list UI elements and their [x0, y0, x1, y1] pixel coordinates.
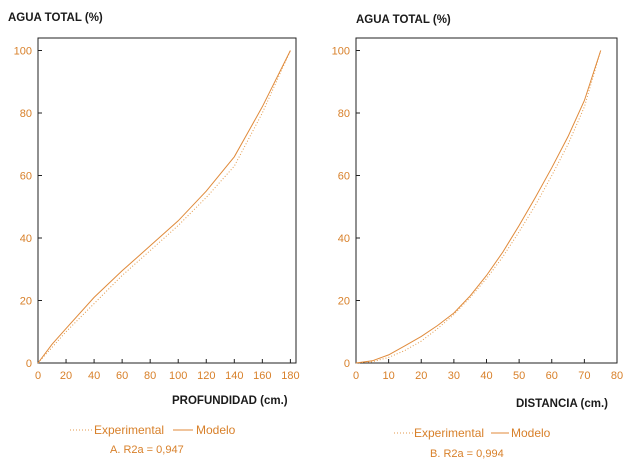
- chart-a-ytick-label: 60: [20, 171, 32, 183]
- chart-b-ytick-label: 80: [338, 108, 350, 120]
- chart-a-ytick-label: 20: [20, 296, 32, 308]
- chart-a-xtick-label: 160: [253, 370, 271, 382]
- chart-a-series-experimental: [37, 50, 291, 364]
- chart-a-xtick-label: 120: [197, 370, 215, 382]
- chart-b-xtick-label: 40: [480, 370, 492, 382]
- chart-b-ytick-label: 40: [338, 233, 350, 245]
- chart-b-xtick-label: 10: [383, 370, 395, 382]
- chart-a-series-modelo: [37, 50, 291, 364]
- chart-a-plot: 0 20 40 60 80 100 120 140 160 180 0 20 40 60 80 100: [14, 37, 300, 382]
- chart-a-xtick-label: 60: [116, 370, 128, 382]
- chart-b-ytick-label: 0: [344, 358, 350, 370]
- chart-b-series-modelo: [355, 50, 602, 364]
- legend-modelo-label: Modelo: [196, 423, 236, 437]
- chart-b-xtick-label: 80: [611, 370, 623, 382]
- chart-a-ytick-label: 40: [20, 233, 32, 245]
- chart-b-legend: Experimental Modelo B. R2a = 0,994: [394, 426, 551, 460]
- chart-b-ytick-label: 100: [332, 46, 350, 58]
- chart-b-xtick-label: 50: [513, 370, 525, 382]
- chart-a-xtick-label: 180: [281, 370, 299, 382]
- chart-a-caption: A. R2a = 0,947: [110, 444, 184, 456]
- chart-a-legend: Experimental Modelo A. R2a = 0,947: [70, 423, 236, 456]
- chart-b-frame: [355, 37, 618, 364]
- chart-b-caption: B. R2a = 0,994: [430, 448, 504, 460]
- chart-a-ylabel: AGUA TOTAL (%): [8, 12, 103, 24]
- chart-a-xtick-label: 80: [144, 370, 156, 382]
- chart-a-ytick-label: 100: [14, 46, 32, 58]
- chart-a-xtick-label: 140: [225, 370, 243, 382]
- chart-a-xtick-label: 40: [88, 370, 100, 382]
- legend-experimental-label: Experimental: [94, 423, 164, 437]
- chart-a-ytick-label: 0: [26, 358, 32, 370]
- chart-a-xlabel: PROFUNDIDAD (cm.): [172, 395, 288, 407]
- chart-a-ytick-label: 80: [20, 108, 32, 120]
- legend-modelo-label: Modelo: [511, 426, 551, 440]
- legend-experimental-label: Experimental: [414, 426, 484, 440]
- chart-b-ylabel: AGUA TOTAL (%): [356, 14, 451, 26]
- chart-b-xlabel: DISTANCIA (cm.): [516, 398, 608, 410]
- chart-b-xtick-label: 30: [448, 370, 460, 382]
- chart-a-xtick-label: 0: [35, 370, 41, 382]
- chart-a-xtick-label: 20: [60, 370, 72, 382]
- chart-b-plot: 0 10 20 30 40 50 60 70 80 0 20 40 60 80 100: [332, 37, 623, 382]
- chart-b-xtick-label: 0: [353, 370, 359, 382]
- chart-b-xtick-label: 60: [546, 370, 558, 382]
- chart-a-xtick-label: 100: [169, 370, 187, 382]
- chart-b-ytick-label: 20: [338, 296, 350, 308]
- chart-b-series-experimental: [355, 50, 602, 364]
- chart-b-xtick-label: 70: [578, 370, 590, 382]
- chart-b-xtick-label: 20: [415, 370, 427, 382]
- chart-b-ytick-label: 60: [338, 171, 350, 183]
- chart-a-frame: [37, 37, 297, 364]
